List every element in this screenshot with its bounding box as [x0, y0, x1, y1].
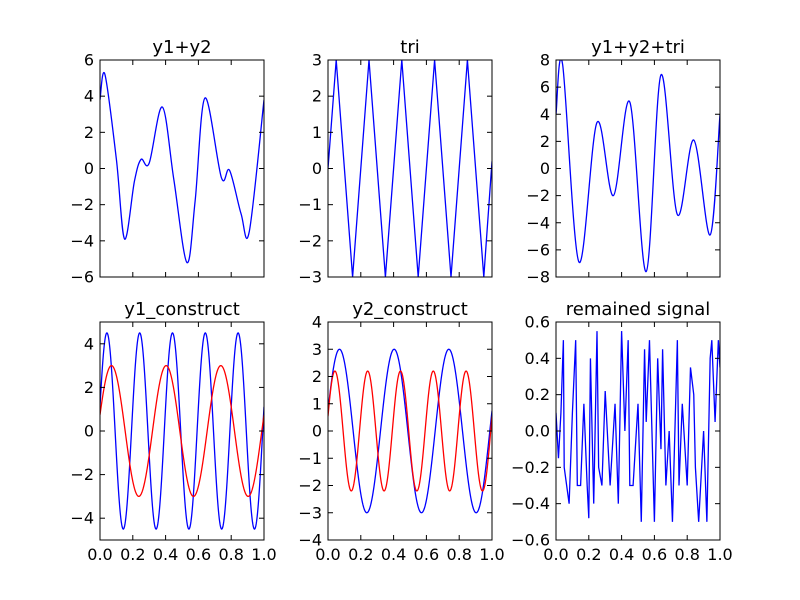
subplot-5: −4 −3 −2 −1 0 1 2 3 4 0.0 0.2 0.4 0.6 0.8 1.0 y2_constr… — [298, 299, 504, 564]
y-tick-label: 1 — [312, 394, 322, 413]
series-line-2 — [328, 370, 492, 492]
y-tick-label: 2 — [540, 132, 550, 151]
x-tick-label: 0.2 — [576, 545, 601, 564]
y-tick-label: 0 — [540, 159, 550, 178]
y-tick-label: −2 — [298, 476, 322, 495]
x-tick-label: 0.0 — [543, 545, 568, 564]
subplot-6: −0.6 −0.4 −0.2 0.0 0.2 0.4 0.6 0.0 0.2 0.4 0.6 0.8 1… — [511, 299, 733, 564]
x-tick-label: 0.8 — [674, 545, 699, 564]
y-tick-label: −6 — [70, 268, 94, 287]
y-tick-label: 4 — [84, 334, 94, 353]
series-line-1 — [556, 60, 720, 273]
y-tick-label: 0.2 — [525, 385, 550, 404]
y-tick-label: 4 — [540, 105, 550, 124]
subplot-3: −8 −6 −4 −2 0 2 4 6 8 y1+y2+tri — [526, 37, 721, 287]
x-tick-label: 0.6 — [186, 545, 211, 564]
y-tick-label: −1 — [298, 195, 322, 214]
series-line-1 — [100, 332, 264, 530]
y-tick-label: −0.2 — [511, 458, 550, 477]
x-tick-label: 0.4 — [153, 545, 178, 564]
y-tick-label: 2 — [84, 123, 94, 142]
y-tick-label: −2 — [70, 195, 94, 214]
y-tick-label: 2 — [84, 378, 94, 397]
subplot-4: −4 −2 0 2 4 0.0 0.2 0.4 0.6 0.8 1.0 y1_construct — [70, 299, 276, 564]
y-tick-label: 0 — [84, 159, 94, 178]
y-tick-label: 0.4 — [525, 349, 550, 368]
x-tick-label: 0.2 — [348, 545, 373, 564]
y-tick-label: 6 — [84, 51, 94, 70]
x-tick-label: 0.4 — [609, 545, 634, 564]
y-tick-label: 1 — [312, 123, 322, 142]
y-tick-label: 3 — [312, 51, 322, 70]
y-tick-label: −1 — [298, 449, 322, 468]
x-tick-label: 0.6 — [642, 545, 667, 564]
y-tick-label: −0.4 — [511, 494, 550, 513]
y-tick-label: 0.0 — [525, 422, 550, 441]
y-tick-label: −0.6 — [511, 531, 550, 550]
x-tick-label: 0.8 — [446, 545, 471, 564]
x-tick-label: 0.2 — [120, 545, 145, 564]
y-tick-label: 4 — [84, 87, 94, 106]
y-tick-label: 0 — [312, 159, 322, 178]
y-tick-label: −2 — [70, 465, 94, 484]
subplot-1: −6 −4 −2 0 2 4 6 y1+y2 — [70, 37, 265, 287]
x-tick-label: 0.8 — [218, 545, 243, 564]
subplot-title: y1_construct — [124, 299, 240, 320]
y-tick-label: −2 — [298, 231, 322, 250]
series-line-1 — [556, 331, 720, 522]
x-tick-label: 1.0 — [707, 545, 732, 564]
x-tick-label: 1.0 — [479, 545, 504, 564]
y-tick-label: −3 — [298, 268, 322, 287]
y-tick-label: 0.6 — [525, 313, 550, 332]
x-tick-label: 0.6 — [414, 545, 439, 564]
x-tick-label: 0.0 — [87, 545, 112, 564]
x-tick-label: 0.0 — [315, 545, 340, 564]
y-tick-label: −3 — [298, 503, 322, 522]
y-tick-label: 0 — [84, 422, 94, 441]
subplot-2: −3 −2 −1 0 1 2 3 tri — [298, 37, 493, 287]
y-tick-label: −2 — [526, 186, 550, 205]
subplot-title: y2_construct — [352, 299, 468, 320]
y-tick-label: −8 — [526, 268, 550, 287]
y-tick-label: −4 — [70, 509, 94, 528]
y-tick-label: −4 — [298, 531, 322, 550]
y-tick-label: 3 — [312, 340, 322, 359]
y-tick-label: −4 — [70, 231, 94, 250]
y-tick-label: 2 — [312, 87, 322, 106]
subplot-title: remained signal — [566, 299, 711, 320]
subplot-title: y1+y2+tri — [591, 37, 685, 58]
y-tick-label: −4 — [526, 213, 550, 232]
series-line-2 — [100, 364, 264, 498]
x-tick-label: 1.0 — [251, 545, 276, 564]
series-line-1 — [100, 71, 264, 264]
y-tick-label: 4 — [312, 313, 322, 332]
y-tick-label: −6 — [526, 240, 550, 259]
subplot-title: tri — [400, 37, 419, 58]
y-tick-label: 0 — [312, 422, 322, 441]
x-tick-label: 0.4 — [381, 545, 406, 564]
y-tick-label: 6 — [540, 78, 550, 97]
series-line-1 — [328, 60, 492, 277]
subplot-title: y1+y2 — [152, 37, 211, 58]
y-tick-label: 2 — [312, 367, 322, 386]
y-tick-label: 8 — [540, 51, 550, 70]
